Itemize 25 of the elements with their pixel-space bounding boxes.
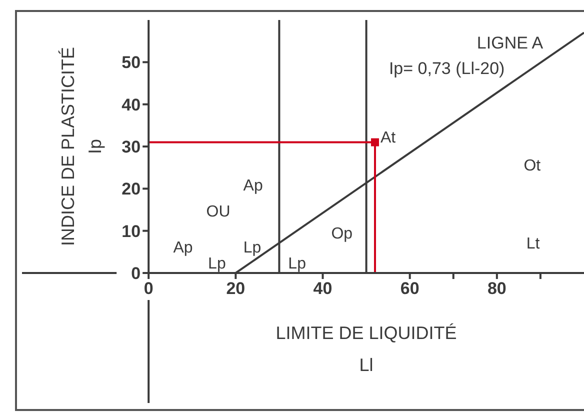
annotation: OU [206, 204, 230, 221]
annotation: Lp [243, 240, 262, 257]
annotation: Ot [524, 158, 542, 175]
annotation: Ap [243, 178, 263, 195]
x-axis-title: LIMITE DE LIQUIDITÉ Ll [276, 323, 457, 375]
x-tick-label: 20 [226, 279, 246, 298]
y-axis-title: INDICE DE PLASTICITÉ Ip [58, 46, 105, 246]
y-tick-label: 40 [122, 95, 141, 114]
x-tick-label: 0 [144, 279, 154, 298]
annotation: Op [331, 226, 353, 243]
series-label: LIGNE A [476, 34, 544, 53]
y-tick-label: 0 [131, 264, 141, 284]
annotation: Lt [526, 236, 540, 253]
y-tick-label: 50 [122, 53, 141, 72]
annotation: Lp [208, 256, 226, 273]
annotation: At [380, 130, 396, 147]
y-tick-label: 20 [122, 180, 141, 199]
annotation: Lp [288, 256, 306, 273]
y-tick-label: 30 [122, 138, 141, 157]
x-tick-label: 60 [400, 279, 420, 298]
x-tick-label: 80 [487, 279, 506, 298]
x-tick-label: 40 [313, 279, 332, 298]
annotation: Ip= 0,73 (Ll-20) [388, 59, 505, 78]
annotation: Ap [173, 240, 193, 257]
y-tick-label: 10 [122, 222, 141, 241]
